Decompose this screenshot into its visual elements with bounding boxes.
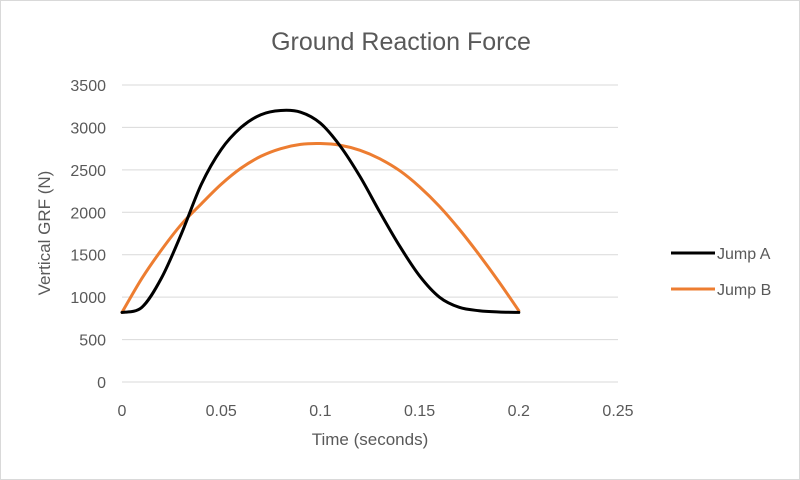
x-tick-label-1: 0.05 [206, 403, 237, 420]
y-tick-label-1: 500 [79, 333, 106, 350]
legend: Jump A Jump B [671, 246, 771, 299]
y-tick-label-3: 1500 [70, 248, 106, 265]
legend-label-jump-b: Jump B [717, 282, 771, 299]
x-tick-label-5: 0.25 [602, 403, 633, 420]
legend-label-jump-a: Jump A [717, 246, 771, 263]
series-layer [120, 108, 521, 314]
y-tick-label-5: 2500 [70, 163, 106, 180]
y-tick-label-7: 3500 [70, 78, 106, 95]
series-line-jump-a [120, 108, 521, 314]
y-axis-label: Vertical GRF (N) [35, 171, 54, 296]
x-tick-label-0: 0 [118, 403, 127, 420]
x-axis-ticks: 0 0.05 0.1 0.15 0.2 0.25 [118, 403, 634, 420]
x-tick-label-3: 0.15 [404, 403, 435, 420]
x-tick-label-2: 0.1 [309, 403, 331, 420]
y-tick-label-2: 1000 [70, 290, 106, 307]
x-tick-label-4: 0.2 [508, 403, 530, 420]
y-tick-label-4: 2000 [70, 205, 106, 222]
y-tick-label-0: 0 [97, 375, 106, 392]
x-axis-label: Time (seconds) [312, 430, 429, 449]
y-axis-ticks: 0 500 1000 1500 2000 2500 3000 3500 [70, 78, 106, 392]
chart-title: Ground Reaction Force [271, 28, 531, 56]
y-tick-label-6: 3000 [70, 120, 106, 137]
series-line-jump-b [120, 142, 521, 314]
gridlines [122, 84, 618, 341]
